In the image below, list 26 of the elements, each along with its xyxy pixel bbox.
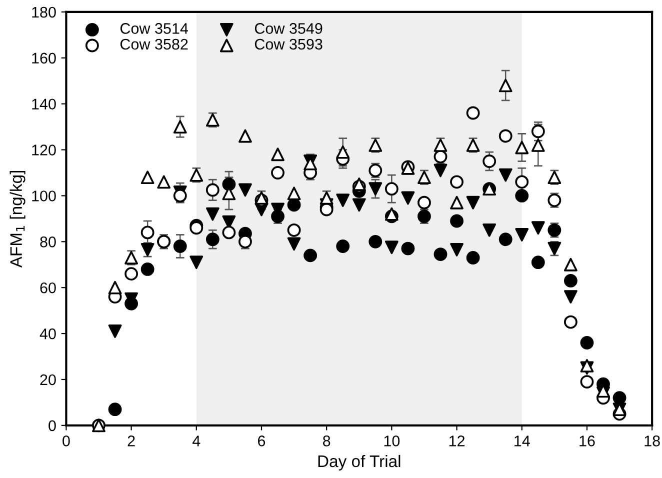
y-tick-label: 180 <box>32 6 56 18</box>
y-tick-label: 140 <box>32 98 56 110</box>
y-tick-label: 160 <box>32 52 56 64</box>
x-tick-label: 4 <box>192 436 200 446</box>
x-tick-label: 10 <box>384 436 400 446</box>
legend-label: Cow 3514 <box>120 23 188 34</box>
legend-label: Cow 3582 <box>120 38 188 50</box>
y-tick-label: 120 <box>32 144 56 156</box>
y-tick-label: 60 <box>40 282 56 294</box>
x-tick-label: 12 <box>449 436 465 446</box>
y-tick-label: 0 <box>48 420 56 432</box>
x-tick-label: 16 <box>580 436 595 446</box>
y-tick-label: 80 <box>40 236 56 248</box>
legend-label: Cow 3549 <box>254 23 322 34</box>
x-tick-label: 14 <box>514 436 530 446</box>
x-tick-label: 2 <box>128 436 135 446</box>
x-tick-label: 0 <box>62 436 70 446</box>
y-axis-title: AFM$_{1}$ [ng/kg] <box>10 170 26 268</box>
y-tick-label: 40 <box>40 328 56 340</box>
x-tick-label: 8 <box>323 436 330 446</box>
x-tick-label: 18 <box>644 436 660 446</box>
legend-label: Cow 3593 <box>254 38 322 50</box>
y-tick-label: 100 <box>32 190 56 202</box>
x-tick-label: 6 <box>258 436 266 446</box>
y-tick-label: 20 <box>40 374 56 386</box>
x-axis-title: Day of Trial <box>318 454 400 470</box>
